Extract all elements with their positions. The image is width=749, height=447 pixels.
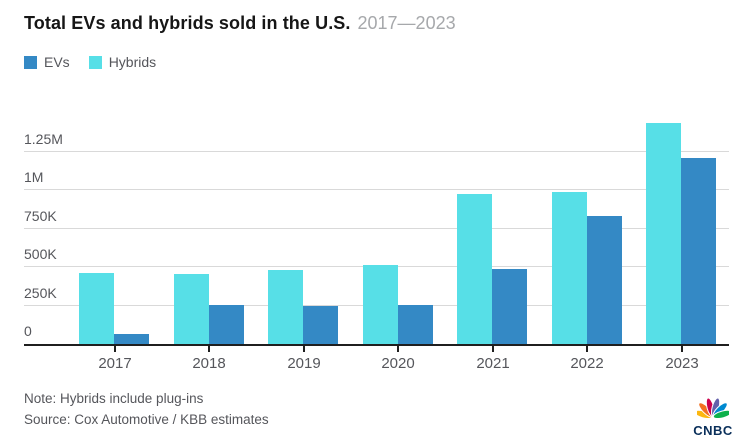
legend-swatch-hybrids xyxy=(88,55,102,69)
bar-evs-2023 xyxy=(681,158,717,344)
peacock-icon xyxy=(693,397,733,420)
x-axis-label-2023: 2023 xyxy=(665,355,699,372)
bar-hybrids-2020 xyxy=(362,265,398,344)
x-tick-2017 xyxy=(114,346,116,352)
y-axis-label-250K: 250K xyxy=(24,285,57,301)
x-axis-line xyxy=(24,344,729,346)
bar-evs-2020 xyxy=(397,305,433,345)
bar-hybrids-2019 xyxy=(268,270,304,344)
x-tick-2020 xyxy=(397,346,399,352)
x-axis-label-2021: 2021 xyxy=(476,355,510,372)
bar-evs-2019 xyxy=(303,306,339,344)
footer-source: Source: Cox Automotive / KBB estimates xyxy=(24,412,269,427)
x-tick-2022 xyxy=(586,346,588,352)
bar-hybrids-2022 xyxy=(551,192,587,344)
bar-evs-2018 xyxy=(208,305,244,344)
legend-swatch-evs xyxy=(24,55,37,69)
chart-title: Total EVs and hybrids sold in the U.S. xyxy=(24,13,351,33)
bar-evs-2021 xyxy=(492,269,528,344)
footer-note: Note: Hybrids include plug-ins xyxy=(24,391,204,406)
legend-label: EVs xyxy=(44,54,70,70)
legend: EVs Hybrids xyxy=(24,54,156,70)
y-axis-label-500K: 500K xyxy=(24,246,57,262)
x-axis-label-2022: 2022 xyxy=(570,355,604,372)
legend-item-hybrids: Hybrids xyxy=(88,54,157,70)
bar-evs-2022 xyxy=(586,216,622,344)
chart-subtitle: 2017—2023 xyxy=(357,13,456,33)
gridline-750K xyxy=(24,228,729,229)
bar-evs-2017 xyxy=(114,334,149,344)
y-axis-label-750K: 750K xyxy=(24,208,57,224)
x-axis-label-2017: 2017 xyxy=(98,355,132,372)
bar-hybrids-2018 xyxy=(173,274,209,344)
x-tick-2023 xyxy=(681,346,683,352)
y-axis-label-1.25M: 1.25M xyxy=(24,131,63,147)
x-axis-label-2019: 2019 xyxy=(287,355,321,372)
y-axis-label-0: 0 xyxy=(24,323,32,339)
bar-hybrids-2023 xyxy=(646,123,682,344)
x-tick-2018 xyxy=(208,346,210,352)
cnbc-wordmark: CNBC xyxy=(693,423,733,438)
x-tick-2019 xyxy=(303,346,305,352)
gridline-1.25M xyxy=(24,151,729,152)
x-tick-2021 xyxy=(492,346,494,352)
x-axis-label-2018: 2018 xyxy=(192,355,226,372)
bar-hybrids-2017 xyxy=(79,273,114,344)
chart-header: Total EVs and hybrids sold in the U.S. 20… xyxy=(24,11,456,35)
y-axis-label-1M: 1M xyxy=(24,169,44,185)
bar-hybrids-2021 xyxy=(457,194,493,344)
gridline-1M xyxy=(24,189,729,190)
x-axis-label-2020: 2020 xyxy=(381,355,415,372)
legend-label: Hybrids xyxy=(108,54,157,70)
cnbc-logo: CNBC xyxy=(691,397,735,438)
legend-item-evs: EVs xyxy=(24,54,70,70)
